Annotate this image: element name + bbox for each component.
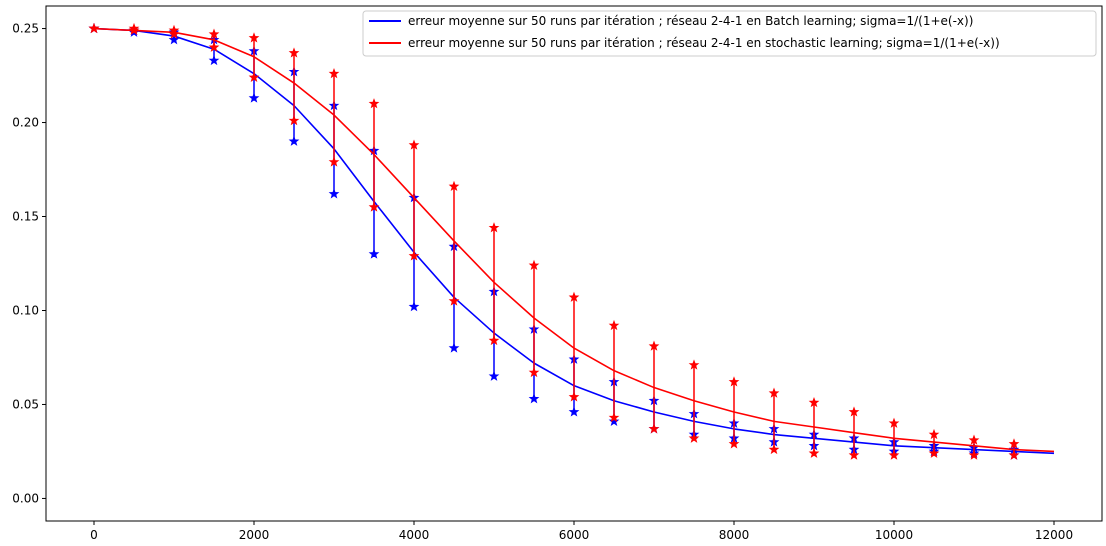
error-cap-low-stochastic bbox=[688, 432, 700, 443]
error-cap-high-stochastic bbox=[408, 139, 420, 150]
x-tick-label: 4000 bbox=[399, 528, 430, 542]
error-cap-low-stochastic bbox=[368, 201, 380, 212]
error-cap-low-stochastic bbox=[568, 391, 580, 402]
x-tick-label: 6000 bbox=[559, 528, 590, 542]
x-tick-label: 2000 bbox=[239, 528, 270, 542]
error-cap-high-stochastic bbox=[208, 28, 220, 39]
error-cap-low-stochastic bbox=[328, 156, 340, 167]
series-stochastic bbox=[88, 22, 1055, 460]
error-cap-high-stochastic bbox=[648, 340, 660, 351]
error-cap-high-stochastic bbox=[448, 180, 460, 192]
error-cap-high-stochastic bbox=[688, 359, 700, 370]
y-tick-label: 0.00 bbox=[12, 491, 39, 505]
error-cap-low-batch bbox=[368, 248, 380, 259]
error-cap-high-stochastic bbox=[328, 68, 340, 79]
error-cap-low-batch bbox=[488, 370, 500, 381]
error-cap-low-stochastic bbox=[288, 115, 300, 126]
error-cap-high-stochastic bbox=[248, 32, 260, 43]
legend-label-batch: erreur moyenne sur 50 runs par itération… bbox=[408, 14, 973, 28]
error-cap-low-stochastic bbox=[648, 423, 660, 434]
error-cap-low-stochastic bbox=[528, 366, 540, 378]
error-cap-low-stochastic bbox=[968, 449, 980, 460]
error-cap-low-batch bbox=[528, 393, 540, 404]
error-cap-low-stochastic bbox=[408, 250, 420, 261]
error-cap-high-stochastic bbox=[528, 259, 540, 270]
error-cap-high-stochastic bbox=[608, 319, 620, 331]
error-cap-low-stochastic bbox=[88, 22, 100, 34]
error-cap-high-stochastic bbox=[488, 222, 500, 233]
series-batch bbox=[88, 22, 1055, 460]
error-cap-low-batch bbox=[248, 92, 260, 103]
x-tick-label: 8000 bbox=[719, 528, 750, 542]
error-cap-low-batch bbox=[608, 415, 620, 426]
error-cap-low-batch bbox=[448, 342, 460, 353]
error-cap-high-stochastic bbox=[1008, 438, 1020, 449]
error-cap-low-stochastic bbox=[448, 295, 460, 306]
error-cap-low-batch bbox=[288, 135, 300, 146]
error-cap-low-stochastic bbox=[1008, 449, 1020, 460]
error-cap-low-batch bbox=[168, 34, 180, 45]
y-tick-label: 0.25 bbox=[12, 22, 39, 36]
plot-area bbox=[88, 22, 1055, 460]
error-cap-low-batch bbox=[208, 54, 220, 66]
legend: erreur moyenne sur 50 runs par itération… bbox=[362, 10, 1097, 57]
error-cap-high-stochastic bbox=[368, 98, 380, 109]
error-cap-low-stochastic bbox=[248, 71, 260, 82]
line-stochastic bbox=[93, 27, 1055, 453]
error-cap-low-batch bbox=[568, 406, 580, 417]
error-cap-high-stochastic bbox=[848, 406, 860, 417]
y-tick-label: 0.20 bbox=[12, 116, 39, 130]
x-tick-label: 0 bbox=[90, 528, 98, 542]
error-cap-low-stochastic bbox=[888, 449, 900, 460]
legend-label-stochastic: erreur moyenne sur 50 runs par itération… bbox=[408, 36, 1000, 50]
error-cap-low-batch bbox=[408, 301, 420, 312]
legend-box bbox=[362, 10, 1097, 57]
error-cap-high-stochastic bbox=[288, 47, 300, 58]
error-cap-low-stochastic bbox=[768, 443, 780, 455]
x-tick-label: 12000 bbox=[1035, 528, 1073, 542]
error-cap-high-stochastic bbox=[728, 376, 740, 387]
y-axis: 0.00 0.05 0.10 0.15 0.20 0.25 bbox=[12, 22, 46, 505]
error-cap-high-stochastic bbox=[968, 434, 980, 445]
error-cap-high-stochastic bbox=[888, 417, 900, 428]
x-axis: 0 2000 4000 6000 8000 10000 12000 bbox=[90, 521, 1073, 542]
error-cap-high-stochastic bbox=[768, 387, 780, 398]
error-cap-high-stochastic bbox=[928, 428, 940, 440]
error-cap-low-stochastic bbox=[808, 447, 820, 458]
error-cap-low-stochastic bbox=[728, 438, 740, 449]
error-cap-low-stochastic bbox=[488, 334, 500, 346]
y-tick-label: 0.10 bbox=[12, 303, 39, 317]
x-tick-label: 10000 bbox=[875, 528, 913, 542]
error-cap-high-stochastic bbox=[808, 396, 820, 408]
error-cap-low-stochastic bbox=[608, 411, 620, 423]
error-cap-low-stochastic bbox=[928, 447, 940, 458]
error-cap-low-batch bbox=[328, 188, 340, 199]
y-tick-label: 0.15 bbox=[12, 210, 39, 224]
error-cap-high-stochastic bbox=[568, 291, 580, 302]
error-cap-low-stochastic bbox=[208, 41, 220, 52]
error-cap-low-stochastic bbox=[848, 449, 860, 460]
y-tick-label: 0.05 bbox=[12, 397, 39, 411]
